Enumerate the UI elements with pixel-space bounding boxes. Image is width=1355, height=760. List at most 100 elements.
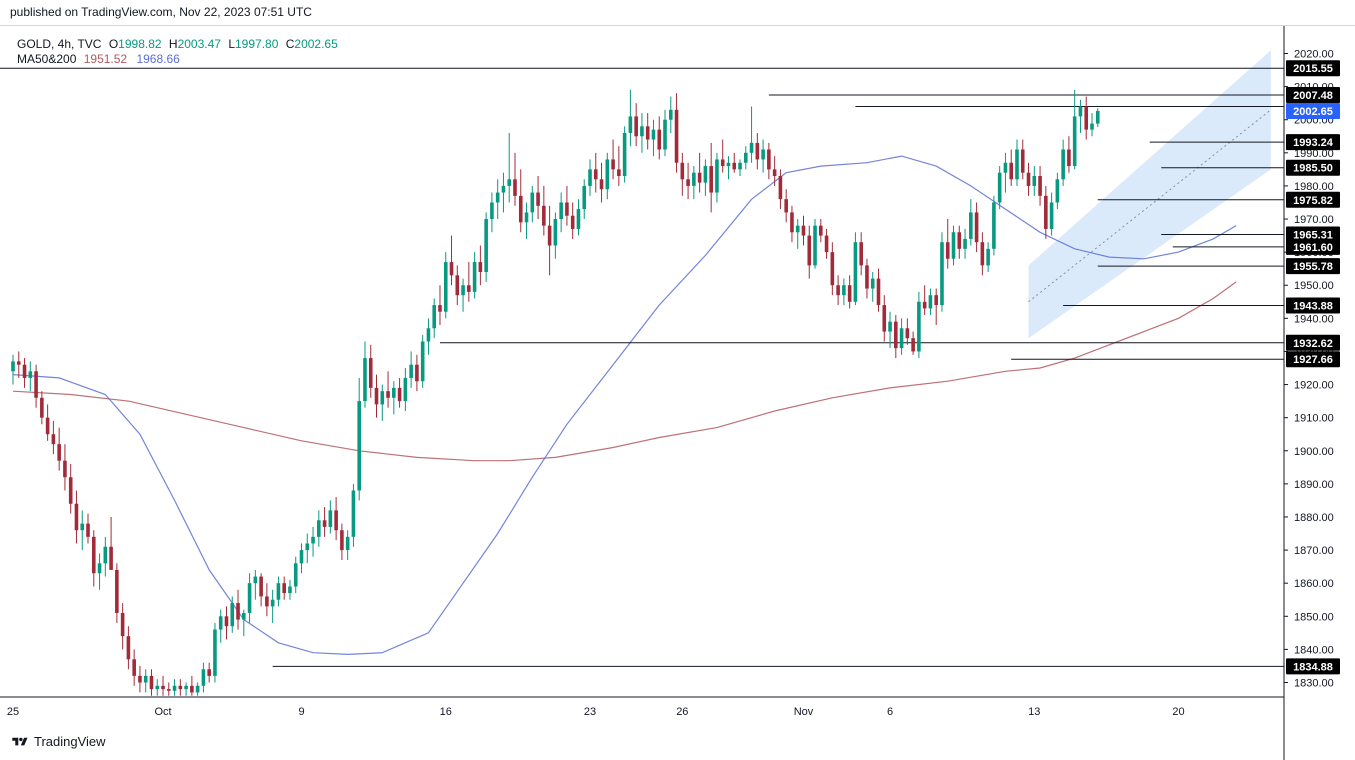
candle-body [490,202,494,220]
candle [68,464,73,514]
candle [97,553,102,590]
candle [1067,136,1071,173]
candle [1061,139,1065,186]
candle [922,285,927,316]
candle-body [1009,162,1014,180]
candle-body [622,132,627,176]
candle-body [980,242,985,266]
candle-body [345,536,350,551]
level-price-tag-box [1286,351,1340,368]
candle-body [415,364,419,382]
x-tick-label: 26 [676,706,688,718]
candle-body [282,583,286,594]
candle-body [703,166,708,183]
candle-body [305,543,310,551]
candle-body [640,126,644,137]
price-chart[interactable]: 1830.00 1840.00 1850.00 1860.00 1870.00 1880.… [0,26,1355,760]
candle [507,132,512,203]
candle-body [449,262,454,276]
published-caption: published on TradingView.com, Nov 22, 20… [10,5,312,19]
moving-averages [12,155,1237,656]
candle [386,371,390,408]
low-value: 1997.80 [235,37,279,51]
high-label: H [168,37,178,51]
candle [813,219,817,269]
candle [51,420,56,455]
candle [992,195,996,256]
y-tick-label: 1970.00 [1294,214,1334,226]
level-price-tag-box [1286,334,1340,351]
candle-body [1067,149,1071,167]
candle [726,156,731,180]
candle-body [709,166,713,193]
candle [368,344,373,398]
candle [790,205,794,243]
candle-body [853,242,858,302]
candle [1032,166,1037,196]
candle [259,573,263,607]
candle-body [403,377,408,402]
candle-body [380,391,385,405]
candle [1015,139,1019,186]
chart-frame[interactable]: 1830.00 1840.00 1850.00 1860.00 1870.00 1880.… [0,25,1355,760]
candle-body [940,242,944,306]
candle [490,192,494,233]
candle-body [236,603,240,620]
candle [1038,166,1042,206]
candle-body [628,116,633,133]
candle [415,354,419,392]
candle-body [149,675,154,690]
candle [345,530,350,561]
candle [103,536,108,577]
candle-body [726,162,731,167]
candle-body [997,172,1002,203]
candle [1072,89,1077,170]
candle-body [668,109,673,120]
y-tick-label: 1950.00 [1294,280,1334,292]
price-tags: 2015.55 2007.48 1993.24 1985.50 1975.82 1965.… [1286,60,1340,675]
candle-body [68,477,73,504]
candle-body [16,361,21,365]
last-price-tag-text: 2002.65 [1293,106,1333,118]
candle [697,152,702,193]
candle [282,576,286,600]
tradingview-branding[interactable]: TradingView [10,734,106,749]
candle [663,109,667,157]
candle [120,603,125,650]
y-tick-label: 1900.00 [1294,446,1334,458]
candle [311,526,315,557]
candle [738,159,742,176]
candle-body [242,612,246,620]
candle [166,682,171,696]
high-value: 2003.47 [177,37,221,51]
candle-body [565,202,569,216]
candle [11,354,15,385]
candle-body [51,434,56,445]
candle-body [340,530,344,551]
candle-body [553,219,558,246]
candle-body [438,305,442,312]
level-price-tag: 1985.50 [1286,159,1340,176]
candle [426,318,431,355]
candle-body [951,232,956,259]
level-price-tag: 2007.48 [1286,86,1340,103]
candle-body [795,225,800,233]
candle [432,298,437,339]
candle [28,361,33,392]
level-price-tag-box [1286,297,1340,314]
x-tick-label: Oct [154,706,171,718]
candle [161,675,165,696]
x-tick-label: 6 [887,706,893,718]
candle-body [91,536,96,574]
candle-body [501,185,506,193]
candle-body [322,520,327,527]
level-price-tag-text: 1985.50 [1293,163,1333,175]
candle [293,556,298,594]
candle-body [276,583,281,600]
candle [674,93,679,173]
candle-body [478,262,483,272]
candle-body [143,675,148,683]
candle-body [697,172,702,183]
candle [74,490,79,544]
candle-body [363,358,367,402]
